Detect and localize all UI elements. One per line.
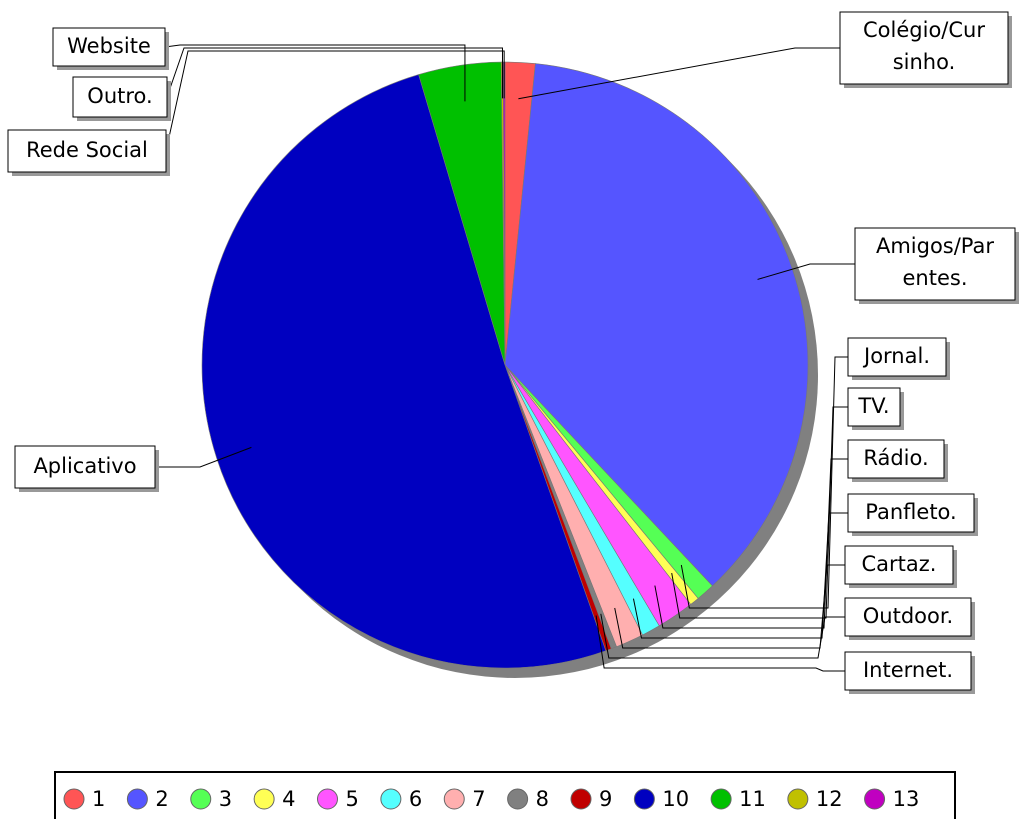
label-box (847, 493, 975, 533)
pie-slice (504, 63, 809, 587)
leader-line (518, 47, 840, 100)
label-box (844, 545, 954, 585)
legend-swatch (380, 788, 402, 810)
legend-label: 2 (155, 787, 168, 811)
slice-label: Outdoor. (863, 604, 953, 628)
label-box (844, 597, 972, 637)
leader-line (595, 615, 845, 672)
label-box (14, 445, 156, 489)
leader-line (632, 512, 848, 639)
leader-line (164, 44, 466, 102)
legend-label: 5 (346, 787, 359, 811)
legend-label: 7 (472, 787, 485, 811)
slice-label: Panfleto. (865, 500, 956, 524)
label-box (854, 227, 1016, 301)
leader-line (166, 47, 503, 99)
label-box (52, 27, 166, 67)
legend-swatch (864, 788, 886, 810)
leader-line (155, 446, 252, 468)
legend-label: 9 (599, 787, 612, 811)
slice-label: Internet. (863, 658, 953, 682)
label-box (847, 439, 945, 479)
label-box (839, 11, 1009, 85)
legend-swatch (126, 788, 148, 810)
legend-label: 3 (219, 787, 232, 811)
label-box (847, 387, 901, 427)
leader-line (671, 406, 848, 619)
pie-slice (201, 74, 607, 669)
leader-line (757, 263, 855, 280)
label-box (72, 76, 168, 118)
leader-line (165, 50, 505, 152)
legend-swatch (633, 788, 655, 810)
slice-label: Aplicativo (33, 454, 136, 478)
slice-label: Rádio. (863, 446, 928, 470)
legend-swatch (787, 788, 809, 810)
legend-label: 1 (92, 787, 105, 811)
leader-line (654, 458, 848, 629)
legend-swatch (443, 788, 465, 810)
legend-label: 12 (816, 787, 843, 811)
leader-line (600, 613, 845, 659)
label-box (7, 129, 167, 173)
legend-label: 8 (536, 787, 549, 811)
legend-swatch (570, 788, 592, 810)
slice-label: Outro. (87, 84, 152, 108)
legend-label: 4 (282, 787, 295, 811)
leader-line (680, 356, 848, 609)
slice-label: TV. (857, 394, 889, 418)
legend-swatch (63, 788, 85, 810)
slice-label: Rede Social (26, 138, 148, 162)
slice-label: Jornal. (862, 344, 930, 368)
legend-swatch (190, 788, 212, 810)
legend-label: 10 (662, 787, 689, 811)
slice-label: Cartaz. (862, 552, 937, 576)
legend-swatch (710, 788, 732, 810)
label-box (844, 651, 972, 691)
legend-swatch (253, 788, 275, 810)
legend-label: 13 (893, 787, 920, 811)
slice-label: Website (67, 34, 151, 58)
legend-label: 6 (409, 787, 422, 811)
slice-label: Amigos/Par entes. (876, 234, 994, 290)
legend-swatch (317, 788, 338, 810)
legend-swatch (507, 788, 529, 810)
legend-label: 11 (739, 787, 766, 811)
slice-label: Colégio/Cur sinho. (863, 18, 985, 74)
label-box (847, 337, 947, 377)
